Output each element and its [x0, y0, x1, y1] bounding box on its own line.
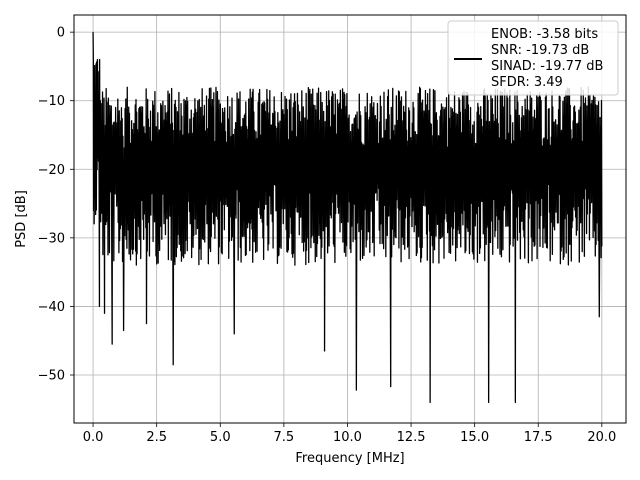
x-tick-label: 20.0	[587, 430, 616, 445]
series-layer	[92, 32, 603, 404]
x-axis-title: Frequency [MHz]	[295, 451, 404, 466]
y-tick-label: −50	[38, 369, 65, 384]
plot-frame	[73, 14, 627, 424]
x-tick-label: 17.5	[524, 430, 553, 445]
x-tick-label: 12.5	[397, 430, 426, 445]
legend-line-sfdr: SFDR: 3.49	[491, 75, 563, 90]
y-axis-ticks: 0 −10 −20 −30 −40 −50	[38, 26, 74, 384]
y-tick-label: 0	[57, 26, 65, 41]
legend-line-sinad: SINAD: -19.77 dB	[491, 59, 603, 74]
x-tick-label: 10.0	[333, 430, 362, 445]
x-tick-label: 2.5	[146, 430, 167, 445]
y-tick-label: −10	[38, 94, 65, 109]
x-tick-label: 15.0	[460, 430, 489, 445]
x-tick-label: 5.0	[210, 430, 231, 445]
x-tick-label: 7.5	[274, 430, 295, 445]
x-axis-ticks: 0.0 2.5 5.0 7.5 10.0 12.5 15.0 17.5 20.0	[83, 423, 616, 445]
legend: ENOB: -3.58 bits SNR: -19.73 dB SINAD: -…	[447, 20, 619, 96]
legend-line-snr: SNR: -19.73 dB	[491, 43, 589, 58]
y-tick-label: −20	[38, 163, 65, 178]
y-tick-label: −40	[38, 300, 65, 315]
y-tick-label: −30	[38, 231, 65, 246]
y-axis-title: PSD [dB]	[14, 190, 29, 248]
legend-box	[447, 20, 619, 96]
legend-line-enob: ENOB: -3.58 bits	[491, 27, 598, 42]
psd-series-line	[92, 32, 603, 404]
x-tick-label: 0.0	[83, 430, 104, 445]
